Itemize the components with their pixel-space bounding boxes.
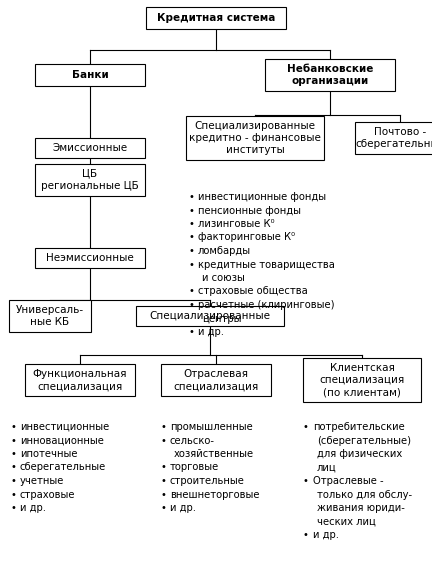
- Text: инвестиционные фонды: инвестиционные фонды: [198, 192, 326, 202]
- Text: •: •: [10, 449, 16, 459]
- Text: для физических: для физических: [317, 449, 402, 459]
- Text: ломбарды: ломбарды: [198, 246, 251, 256]
- Text: Почтово -
сберегательные: Почтово - сберегательные: [355, 127, 432, 149]
- FancyBboxPatch shape: [35, 164, 145, 196]
- Text: •: •: [188, 219, 194, 229]
- Text: •: •: [303, 422, 309, 432]
- Text: Отраслевая
специализация: Отраслевая специализация: [173, 369, 259, 391]
- Text: страховые: страховые: [20, 490, 76, 500]
- Text: Неэмиссионные: Неэмиссионные: [46, 253, 134, 263]
- Text: факторинговые К⁰: факторинговые К⁰: [198, 232, 295, 243]
- Text: ипотечные: ипотечные: [20, 449, 77, 459]
- Text: внешнеторговые: внешнеторговые: [170, 490, 260, 500]
- Text: лизинговые К⁰: лизинговые К⁰: [198, 219, 275, 229]
- Text: Клиентская
специализация
(по клиентам): Клиентская специализация (по клиентам): [319, 363, 405, 398]
- Text: строительные: строительные: [170, 476, 245, 486]
- Text: •: •: [10, 503, 16, 513]
- Text: •: •: [303, 476, 309, 486]
- Text: ческих лиц: ческих лиц: [317, 517, 376, 527]
- Text: торговые: торговые: [170, 462, 219, 473]
- FancyBboxPatch shape: [35, 138, 145, 158]
- Text: •: •: [160, 462, 166, 473]
- Text: центры: центры: [202, 314, 241, 324]
- Text: •: •: [160, 476, 166, 486]
- Text: хозяйственные: хозяйственные: [174, 449, 254, 459]
- FancyBboxPatch shape: [161, 364, 271, 396]
- Text: Специализированные: Специализированные: [149, 311, 270, 321]
- Text: живания юриди-: живания юриди-: [317, 503, 405, 513]
- FancyBboxPatch shape: [303, 358, 421, 402]
- Text: •: •: [10, 476, 16, 486]
- Text: и др.: и др.: [313, 530, 339, 540]
- Text: Банки: Банки: [72, 70, 108, 80]
- Text: •: •: [188, 246, 194, 256]
- FancyBboxPatch shape: [9, 300, 91, 332]
- Text: •: •: [303, 530, 309, 540]
- FancyBboxPatch shape: [35, 64, 145, 86]
- FancyBboxPatch shape: [186, 116, 324, 160]
- Text: Кредитная система: Кредитная система: [157, 13, 275, 23]
- Text: и др.: и др.: [198, 327, 224, 337]
- Text: •: •: [160, 503, 166, 513]
- Text: •: •: [188, 259, 194, 270]
- Text: (сберегательные): (сберегательные): [317, 435, 411, 446]
- Text: инвестиционные: инвестиционные: [20, 422, 109, 432]
- Text: лиц: лиц: [317, 462, 337, 473]
- Text: •: •: [160, 435, 166, 446]
- Text: и др.: и др.: [170, 503, 196, 513]
- Text: •: •: [188, 327, 194, 337]
- Text: •: •: [160, 490, 166, 500]
- Text: •: •: [10, 462, 16, 473]
- Text: •: •: [10, 490, 16, 500]
- Text: •: •: [160, 422, 166, 432]
- Text: Небанковские
организации: Небанковские организации: [287, 64, 373, 86]
- Text: •: •: [188, 287, 194, 297]
- Text: потребительские: потребительские: [313, 422, 405, 432]
- Text: пенсионные фонды: пенсионные фонды: [198, 205, 301, 215]
- Text: страховые общества: страховые общества: [198, 287, 308, 297]
- Text: промышленные: промышленные: [170, 422, 253, 432]
- Text: кредитные товарищества: кредитные товарищества: [198, 259, 335, 270]
- Text: Универсаль-
ные КБ: Универсаль- ные КБ: [16, 305, 84, 327]
- FancyBboxPatch shape: [25, 364, 135, 396]
- Text: •: •: [188, 232, 194, 243]
- Text: и союзы: и союзы: [202, 273, 245, 283]
- Text: Отраслевые -: Отраслевые -: [313, 476, 384, 486]
- Text: •: •: [10, 422, 16, 432]
- Text: Эмиссионные: Эмиссионные: [52, 143, 127, 153]
- FancyBboxPatch shape: [136, 306, 284, 326]
- Text: Специализированные
кредитно - финансовые
институты: Специализированные кредитно - финансовые…: [189, 121, 321, 156]
- Text: и др.: и др.: [20, 503, 46, 513]
- FancyBboxPatch shape: [265, 59, 395, 91]
- Text: учетные: учетные: [20, 476, 64, 486]
- Text: только для обслу-: только для обслу-: [317, 490, 412, 500]
- Text: сберегательные: сберегательные: [20, 462, 106, 473]
- Text: •: •: [188, 205, 194, 215]
- Text: ЦБ
региональные ЦБ: ЦБ региональные ЦБ: [41, 169, 139, 191]
- Text: сельско-: сельско-: [170, 435, 215, 446]
- Text: •: •: [10, 435, 16, 446]
- Text: •: •: [188, 192, 194, 202]
- FancyBboxPatch shape: [146, 7, 286, 29]
- Text: инновационные: инновационные: [20, 435, 104, 446]
- Text: расчетные (клиринговые): расчетные (клиринговые): [198, 300, 334, 310]
- Text: Функциональная
специализация: Функциональная специализация: [33, 369, 127, 391]
- Text: •: •: [188, 300, 194, 310]
- FancyBboxPatch shape: [35, 248, 145, 268]
- FancyBboxPatch shape: [355, 122, 432, 154]
